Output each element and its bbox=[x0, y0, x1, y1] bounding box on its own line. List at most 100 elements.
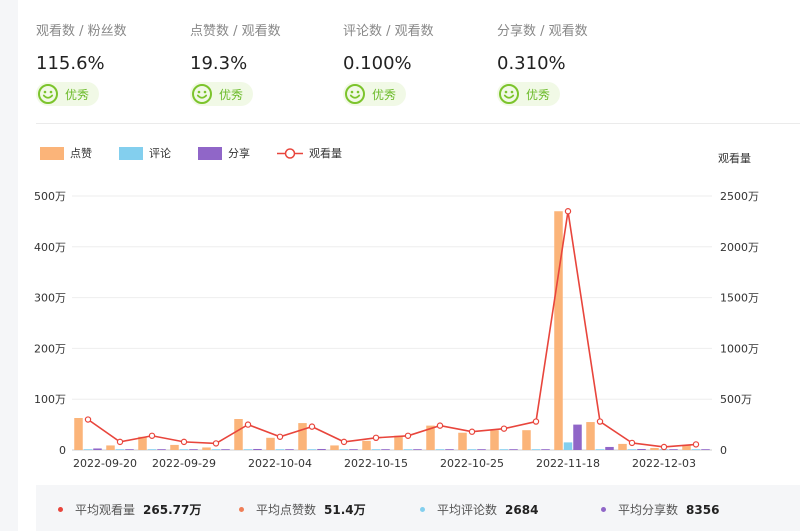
views-point bbox=[500, 425, 508, 432]
legend-label: 点赞 bbox=[70, 147, 92, 160]
rating-badge: 优秀 bbox=[343, 82, 407, 106]
y-left-tick-label: 400万 bbox=[34, 241, 66, 254]
smile-icon bbox=[499, 84, 519, 104]
y-right-tick-label: 0 bbox=[720, 444, 727, 457]
bar-shares bbox=[93, 448, 102, 450]
views-point bbox=[340, 438, 348, 446]
views-point bbox=[244, 421, 252, 428]
y-left-tick-label: 300万 bbox=[34, 292, 66, 305]
smile-icon bbox=[38, 84, 58, 104]
bar-shares bbox=[669, 449, 678, 450]
summary-avg-shares: 平均分享数 8356 bbox=[601, 501, 719, 518]
metric-value: 0.310% bbox=[497, 53, 566, 74]
views-point bbox=[660, 443, 668, 451]
bar-shares bbox=[701, 449, 710, 450]
bar-likes bbox=[170, 444, 179, 450]
x-tick-label: 2022-09-29 bbox=[152, 457, 216, 470]
metric-label: 分享数 / 观看数 bbox=[497, 24, 588, 39]
bar-comments bbox=[115, 449, 125, 450]
bar-shares bbox=[477, 449, 486, 450]
summary-avg-likes: 平均点赞数 51.4万 bbox=[239, 501, 366, 518]
metric-value: 115.6% bbox=[36, 53, 105, 74]
legend-item-likes[interactable]: 点赞 bbox=[40, 145, 92, 161]
bar-likes bbox=[362, 440, 371, 450]
views-point bbox=[116, 438, 124, 446]
summary-bar: 平均观看量 265.77万 平均点赞数 51.4万 平均评论数 2684 平均分… bbox=[36, 485, 800, 531]
bar-likes bbox=[426, 425, 435, 450]
views-point bbox=[84, 416, 92, 423]
stat-dot bbox=[239, 507, 244, 512]
metric-label: 评论数 / 观看数 bbox=[343, 24, 434, 39]
bar-comments bbox=[403, 449, 413, 450]
views-point bbox=[628, 439, 636, 447]
views-line bbox=[87, 211, 697, 448]
stat-value: 51.4万 bbox=[324, 503, 366, 517]
bar-comments bbox=[83, 449, 93, 450]
bar-shares bbox=[413, 449, 422, 450]
stat-label: 平均评论数 bbox=[437, 503, 498, 517]
y-left-tick-label: 200万 bbox=[34, 342, 66, 355]
right-axis-title: 观看量 bbox=[718, 152, 751, 165]
bar-likes bbox=[394, 435, 403, 450]
legend-item-comments[interactable]: 评论 bbox=[119, 145, 171, 161]
bar-comments bbox=[435, 449, 445, 450]
rating-badge: 优秀 bbox=[497, 82, 561, 106]
stat-value: 265.77万 bbox=[143, 503, 202, 517]
legend-swatch bbox=[40, 146, 64, 160]
bar-likes bbox=[234, 419, 243, 450]
bar-shares bbox=[317, 448, 326, 450]
bar-shares bbox=[285, 449, 294, 450]
views-point bbox=[372, 434, 380, 442]
bar-comments bbox=[467, 449, 477, 450]
summary-avg-views: 平均观看量 265.77万 bbox=[58, 501, 201, 518]
legend-item-shares[interactable]: 分享 bbox=[198, 145, 250, 161]
bar-likes bbox=[554, 211, 563, 450]
legend-label: 观看量 bbox=[309, 147, 342, 160]
metric-likes-per-view: 点赞数 / 观看数 19.3% 优秀 bbox=[190, 22, 340, 109]
bar-comments bbox=[627, 449, 637, 450]
views-point bbox=[468, 428, 476, 435]
x-tick-label: 2022-09-20 bbox=[73, 457, 137, 470]
bar-likes bbox=[202, 447, 211, 450]
bar-likes bbox=[650, 447, 659, 450]
bar-shares bbox=[349, 449, 358, 450]
bar-shares bbox=[541, 449, 550, 450]
bar-comments bbox=[179, 449, 189, 450]
x-tick-label: 2022-12-03 bbox=[632, 457, 696, 470]
summary-avg-comments: 平均评论数 2684 bbox=[420, 501, 538, 518]
rating-text: 优秀 bbox=[219, 87, 244, 102]
bar-shares bbox=[573, 424, 582, 450]
section-divider bbox=[36, 123, 800, 124]
bar-likes bbox=[298, 423, 307, 450]
bar-shares bbox=[605, 446, 614, 450]
bar-likes bbox=[490, 430, 499, 450]
smile-icon bbox=[345, 84, 365, 104]
bar-comments bbox=[371, 449, 381, 450]
stat-value: 8356 bbox=[686, 502, 720, 517]
bar-shares bbox=[157, 449, 166, 450]
combo-chart: 0 0 100万 500万 200万 1000万 300万 1500万 400万 2000万 500… bbox=[34, 190, 759, 470]
legend-swatch bbox=[119, 146, 143, 160]
bar-likes bbox=[138, 436, 147, 450]
stat-dot bbox=[420, 507, 425, 512]
bar-likes bbox=[266, 437, 275, 450]
smile-icon bbox=[192, 84, 212, 104]
stat-label: 平均点赞数 bbox=[256, 503, 317, 517]
bar-shares bbox=[189, 449, 198, 450]
y-right-tick-label: 2500万 bbox=[720, 190, 759, 203]
bar-comments bbox=[339, 449, 349, 450]
bar-shares bbox=[125, 449, 134, 450]
bar-comments bbox=[499, 449, 509, 450]
bar-comments bbox=[691, 449, 701, 450]
metric-shares-per-view: 分享数 / 观看数 0.310% 优秀 bbox=[497, 22, 647, 109]
y-left-tick-label: 0 bbox=[59, 444, 66, 457]
stat-label: 平均观看量 bbox=[75, 503, 136, 517]
rating-text: 优秀 bbox=[372, 87, 397, 102]
metric-label: 点赞数 / 观看数 bbox=[190, 24, 281, 39]
legend-swatch bbox=[198, 146, 222, 160]
legend-item-views[interactable]: 观看量 bbox=[277, 145, 342, 161]
bar-shares bbox=[253, 448, 262, 450]
x-tick-label: 2022-11-18 bbox=[536, 457, 600, 470]
x-tick-label: 2022-10-04 bbox=[248, 457, 312, 470]
bar-comments bbox=[307, 449, 317, 450]
